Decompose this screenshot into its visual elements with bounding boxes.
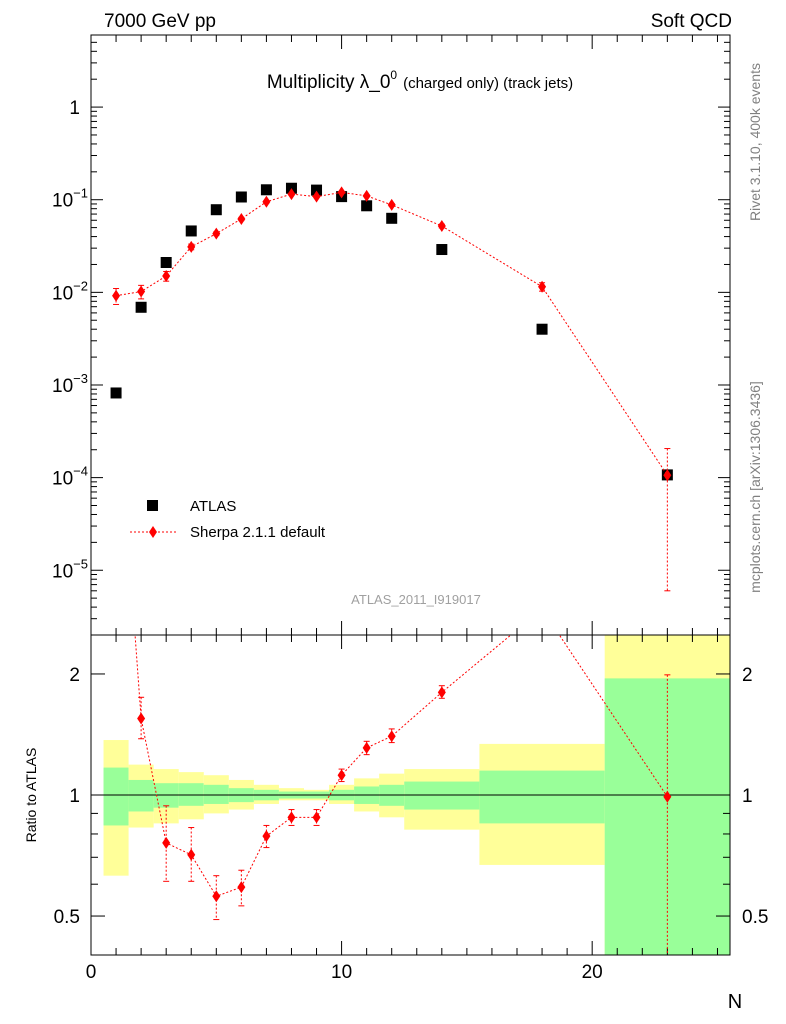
y-tick-label: 10−2 [52, 278, 88, 304]
rivet-label: Rivet 3.1.10, 400k events [747, 63, 763, 221]
ratio-data-point [312, 811, 321, 824]
sherpa-data-point [312, 190, 321, 203]
ratio-data-point [538, 603, 546, 615]
x-tick-label: 20 [582, 962, 603, 983]
ratio-y-tick-label-right: 1 [742, 786, 753, 807]
ratio-data-point [362, 741, 371, 754]
stat-uncertainty-band [479, 770, 605, 824]
atlas-data-point [536, 323, 548, 335]
ratio-ticks: 0 10 20 0.5 0.5 1 1 2 2 [54, 635, 768, 983]
main-plot-frame [90, 34, 731, 636]
mcplots-label: mcplots.cern.ch [arXiv:1306.3436] [747, 381, 763, 593]
sherpa-data-point [187, 240, 196, 253]
ratio-data-point [112, 367, 120, 379]
atlas-data-point [160, 257, 172, 269]
sherpa-data-point [538, 280, 547, 293]
ratio-y-tick-label-right: 2 [742, 665, 753, 686]
legend: ATLAS Sherpa 2.1.1 default [130, 498, 326, 541]
y-tick-label: 10−1 [52, 186, 88, 212]
header-left: 7000 GeV pp [104, 11, 216, 32]
y-tick-label: 10−3 [52, 371, 88, 397]
sherpa-data-point [387, 198, 396, 211]
atlas-data-point [110, 387, 122, 399]
stat-uncertainty-band [203, 784, 229, 804]
sherpa-data-point [437, 220, 446, 233]
sherpa-data-point [237, 212, 246, 225]
sherpa-data-point [137, 285, 146, 298]
atlas-data-point [235, 191, 247, 203]
stat-uncertainty-band [178, 783, 204, 806]
ratio-y-axis-label: Ratio to ATLAS [23, 748, 39, 843]
ratio-data-point [262, 830, 271, 843]
y-tick-label: 1 [69, 98, 80, 119]
ratio-y-tick-label: 1 [69, 786, 80, 807]
y-tick-label: 10−5 [52, 556, 88, 582]
ratio-y-tick-label-right: 0.5 [742, 907, 768, 928]
legend-marker-sherpa [149, 526, 157, 538]
ratio-data-point [437, 686, 446, 699]
legend-marker-atlas [147, 500, 158, 511]
atlas-data-point [185, 225, 197, 237]
stat-uncertainty-band [103, 767, 129, 826]
atlas-data-point [386, 212, 398, 224]
atlas-data-point [436, 244, 448, 256]
sherpa-data-point [337, 186, 346, 199]
x-tick-label: 10 [331, 962, 352, 983]
sherpa-data-point [162, 270, 171, 283]
sherpa-data-point [287, 188, 296, 201]
atlas-data-point [361, 200, 373, 212]
main-plot: 1 10−1 10−2 10−3 10−4 10−5 Multiplicity λ_00(… [52, 34, 731, 636]
atlas-data-point [311, 184, 323, 196]
upper-series [110, 182, 673, 592]
ratio-data-point [663, 790, 672, 803]
ratio-plot-frame [90, 634, 731, 956]
sherpa-data-point [262, 195, 271, 208]
analysis-watermark: ATLAS_2011_I919017 [351, 592, 481, 607]
stat-uncertainty-band [404, 781, 480, 810]
x-axis-label: N [728, 991, 742, 1013]
y-tick-label: 10−4 [52, 464, 88, 490]
ratio-data-point [162, 836, 171, 849]
sherpa-line [115, 191, 668, 476]
plot-title: Multiplicity λ_00 (charged only) (track j… [267, 68, 573, 93]
ratio-y-tick-label: 2 [69, 665, 80, 686]
sherpa-data-point [112, 289, 121, 302]
atlas-data-point [210, 204, 222, 216]
ratio-data-point [212, 890, 221, 903]
sherpa-data-point [212, 227, 221, 240]
ratio-y-tick-label: 0.5 [54, 907, 80, 928]
ratio-data-point [237, 881, 246, 894]
legend-label-sherpa: Sherpa 2.1.1 default [190, 524, 326, 541]
ratio-data-point [387, 730, 396, 743]
ratio-series [112, 367, 672, 955]
stat-uncertainty-band [128, 779, 154, 812]
upper-ticks: 1 10−1 10−2 10−3 10−4 10−5 [52, 35, 730, 635]
ratio-plot: 0 10 20 0.5 0.5 1 1 2 2 Ratio to ATLAS N [23, 367, 768, 1013]
sherpa-data-point [663, 469, 672, 482]
sherpa-data-point [362, 189, 371, 202]
atlas-data-point [135, 301, 147, 313]
header-right: Soft QCD [651, 11, 732, 32]
atlas-data-point [260, 184, 272, 196]
ratio-data-point [137, 712, 146, 725]
ratio-data-point [187, 848, 196, 861]
ratio-data-point [337, 769, 346, 782]
legend-label-atlas: ATLAS [190, 498, 236, 515]
ratio-data-point [287, 811, 296, 824]
x-tick-label: 0 [86, 962, 97, 983]
